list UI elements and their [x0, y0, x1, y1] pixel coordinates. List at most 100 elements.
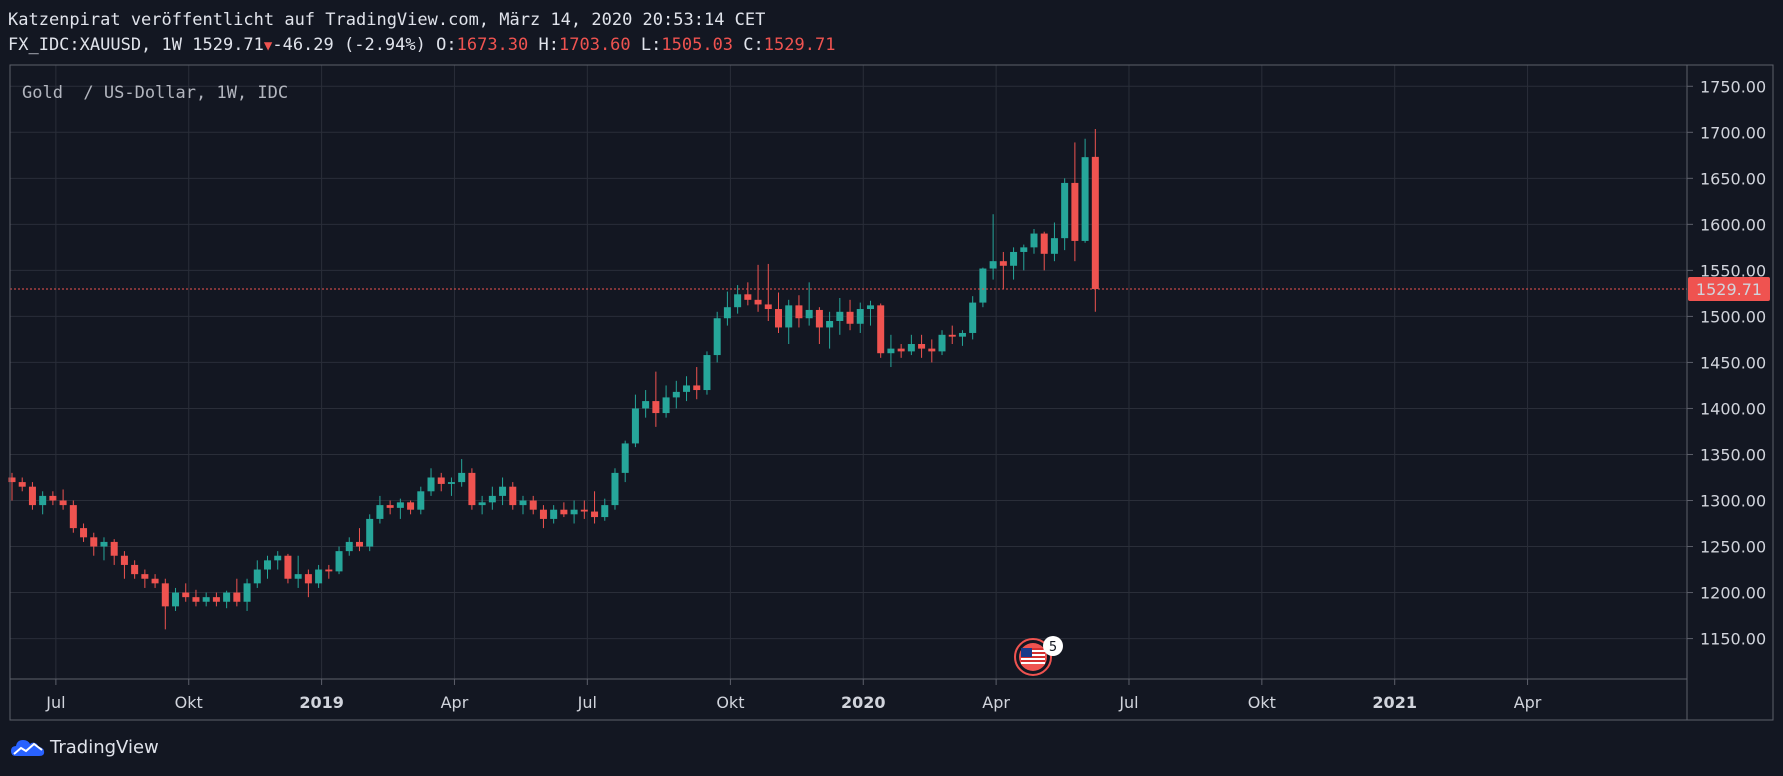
candle	[570, 500, 578, 524]
candle-body	[693, 385, 701, 391]
candle-body	[999, 261, 1007, 266]
candle-body	[979, 268, 987, 303]
x-tick-label: Okt	[175, 693, 203, 712]
time-axis[interactable]: Jul Okt 2019 Apr Jul Okt 2020 Apr Jul Okt 2021 Apr	[45, 679, 1542, 712]
candle-body	[795, 305, 803, 319]
candle-body	[141, 574, 149, 579]
candle	[703, 351, 711, 395]
candle	[836, 297, 844, 335]
candle-body	[386, 505, 394, 508]
candle-body	[734, 294, 742, 308]
candle	[509, 482, 517, 510]
candle-body	[427, 477, 435, 492]
y-tick-label: 1400.00	[1700, 399, 1766, 418]
candle-body	[488, 495, 496, 503]
candle	[621, 440, 629, 483]
low-value: 1505.03	[661, 35, 734, 55]
candle	[989, 214, 997, 280]
x-tick-label: Jul	[45, 693, 65, 712]
candle-body	[355, 541, 363, 547]
candle-body	[202, 597, 210, 602]
candle	[580, 500, 588, 519]
close-label: C:	[743, 35, 764, 55]
candle	[826, 311, 834, 349]
candle-body	[621, 443, 629, 473]
publisher-line: Katzenpirat veröffentlicht auf TradingVi…	[8, 10, 766, 30]
candle	[182, 583, 190, 602]
candle	[468, 468, 476, 510]
candle	[713, 311, 721, 363]
candle-body	[110, 541, 118, 556]
price-axis[interactable]: 1150.00 1200.00 1250.00 1300.00 1350.00 1400.…	[1687, 77, 1766, 649]
tradingview-brand: TradingView	[50, 736, 159, 758]
candle	[151, 574, 159, 588]
us-events-marker[interactable]: 5	[1014, 636, 1063, 676]
x-tick-label: Apr	[982, 693, 1010, 712]
candle	[437, 472, 445, 492]
y-tick-label: 1750.00	[1700, 77, 1766, 96]
candle	[1050, 222, 1058, 262]
high-value: 1703.60	[559, 35, 631, 55]
candle-body	[580, 509, 588, 512]
us-flag-icon	[1021, 648, 1045, 664]
x-tick-label: Jul	[577, 693, 597, 712]
candle	[979, 267, 987, 308]
open-label: O:	[436, 35, 457, 55]
candle	[447, 477, 455, 496]
candle-body	[887, 348, 895, 354]
candle-body	[550, 509, 558, 519]
candle	[1010, 247, 1018, 280]
candle-body	[570, 509, 578, 515]
tradingview-logo[interactable]: TradingView	[10, 736, 159, 758]
candle-body	[560, 509, 568, 515]
candle	[28, 482, 36, 510]
candle-body	[519, 500, 527, 506]
candle	[499, 477, 507, 506]
down-triangle-icon: ▼	[263, 38, 273, 54]
candle	[897, 344, 905, 358]
candle	[376, 495, 384, 524]
candle	[478, 495, 486, 515]
candle	[161, 578, 169, 630]
y-tick-label: 1500.00	[1700, 307, 1766, 326]
candle-body	[396, 502, 404, 508]
candle	[539, 505, 547, 529]
candle-body	[1091, 156, 1099, 290]
y-tick-label: 1200.00	[1700, 584, 1766, 603]
y-tick-label: 1600.00	[1700, 215, 1766, 234]
candle-body	[223, 592, 231, 602]
candle-body	[764, 304, 772, 310]
candle	[325, 564, 333, 579]
candle-body	[478, 502, 486, 506]
candle	[652, 371, 660, 427]
candle	[202, 592, 210, 607]
price-tag-text: 1529.71	[1696, 280, 1762, 299]
candle-body	[182, 592, 190, 598]
candle-body	[417, 491, 425, 510]
candle	[1061, 178, 1069, 251]
x-tick-label: Okt	[1248, 693, 1276, 712]
candle	[407, 500, 415, 515]
candle-body	[754, 299, 762, 305]
candle-body	[28, 486, 36, 506]
candle	[233, 578, 241, 607]
candle-body	[846, 311, 854, 324]
candle-body	[713, 318, 721, 356]
candle	[877, 303, 885, 358]
candle	[243, 578, 251, 611]
y-tick-label: 1550.00	[1700, 261, 1766, 280]
y-tick-label: 1250.00	[1700, 538, 1766, 557]
candle-layer	[8, 128, 1099, 630]
candle-body	[958, 332, 966, 337]
x-tick-label: Jul	[1118, 693, 1138, 712]
candle	[969, 296, 977, 340]
candle	[131, 560, 139, 579]
candle-body	[989, 261, 997, 269]
chart-frame	[9, 64, 1774, 721]
candle-body	[345, 541, 353, 552]
candle	[345, 537, 353, 556]
y-tick-label: 1700.00	[1700, 123, 1766, 142]
candle-body	[1010, 251, 1018, 266]
candle-body	[938, 334, 946, 352]
